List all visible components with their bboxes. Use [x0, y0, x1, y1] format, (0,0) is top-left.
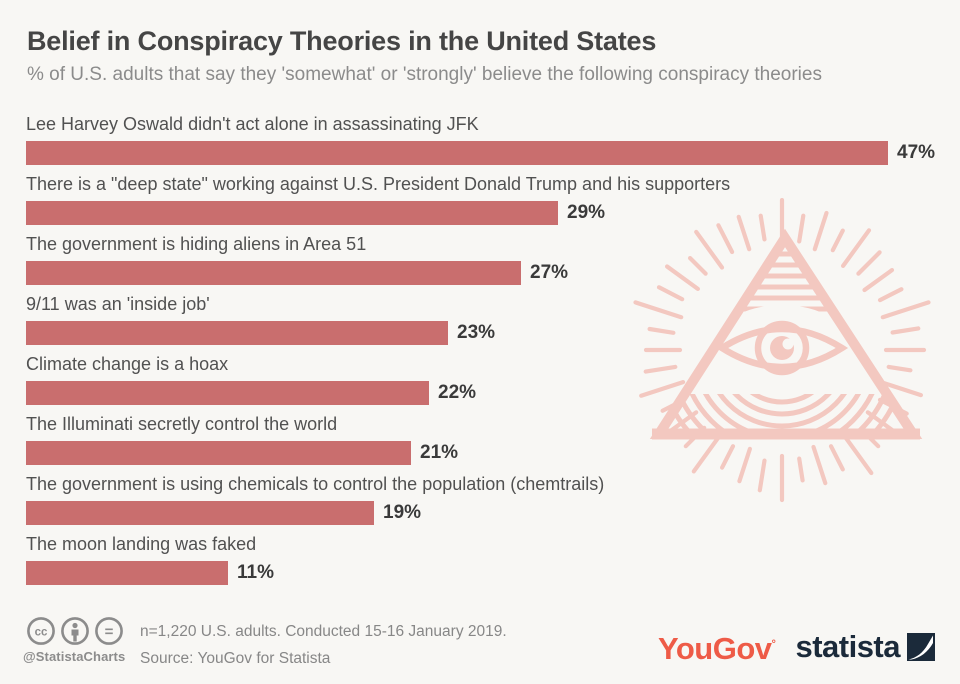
- bar-value: 47%: [897, 142, 936, 163]
- bar: [26, 261, 521, 285]
- bar: [26, 201, 558, 225]
- bar: [26, 561, 228, 585]
- page-title: Belief in Conspiracy Theories in the Uni…: [27, 26, 657, 56]
- eye-pupil-notch: [782, 338, 794, 350]
- bar-row: The government is hiding aliens in Area …: [26, 232, 936, 292]
- bar-label: There is a "deep state" working against …: [26, 174, 731, 194]
- bar: [26, 441, 411, 465]
- statista-swoosh-icon: [907, 633, 935, 661]
- bar: [26, 501, 374, 525]
- bar-row: Climate change is a hoax 22%: [26, 352, 936, 412]
- bar-label: The moon landing was faked: [26, 534, 257, 554]
- sample-note: n=1,220 U.S. adults. Conducted 15-16 Jan…: [140, 623, 507, 640]
- bar-value: 29%: [567, 202, 606, 223]
- bar-value: 19%: [383, 502, 422, 523]
- bar-value: 11%: [237, 562, 274, 583]
- bar-value: 21%: [420, 442, 459, 463]
- license-icons: cc =: [26, 616, 126, 652]
- bar-chart: Lee Harvey Oswald didn't act alone in as…: [26, 112, 936, 592]
- yougov-reg-mark: °: [771, 638, 776, 651]
- bar-row: There is a "deep state" working against …: [26, 172, 936, 232]
- bar-value: 23%: [457, 322, 496, 343]
- footer-notes: n=1,220 U.S. adults. Conducted 15-16 Jan…: [140, 618, 507, 672]
- all-seeing-eye-illustration: [633, 198, 931, 503]
- pyramid-arcs: [659, 394, 909, 434]
- cc-icon: [27, 617, 55, 645]
- bar: [26, 321, 448, 345]
- page-subtitle: % of U.S. adults that say they 'somewhat…: [27, 64, 822, 85]
- bar-value: 22%: [438, 382, 477, 403]
- bar-label: 9/11 was an 'inside job': [26, 294, 210, 314]
- bar-row: The government is using chemicals to con…: [26, 472, 936, 532]
- yougov-logo: YouGov°: [658, 631, 776, 666]
- bar-row: Lee Harvey Oswald didn't act alone in as…: [26, 112, 936, 172]
- bar-value: 27%: [530, 262, 569, 283]
- bar-row: 9/11 was an 'inside job' 23%: [26, 292, 936, 352]
- attribution-icon: [61, 617, 89, 645]
- statista-wordmark: statista: [795, 629, 900, 664]
- statista-charts-handle: @StatistaCharts: [23, 649, 126, 664]
- bar-label: Climate change is a hoax: [26, 354, 229, 374]
- source-note: Source: YouGov for Statista: [140, 650, 331, 667]
- eye-iris: [754, 320, 810, 376]
- svg-text:=: =: [105, 624, 114, 641]
- statista-logo: statista: [795, 629, 935, 665]
- equals-icon: [95, 617, 123, 645]
- bar: [26, 141, 888, 165]
- bar-row: The moon landing was faked 11%: [26, 532, 936, 592]
- bar-label: Lee Harvey Oswald didn't act alone in as…: [26, 114, 479, 134]
- svg-text:cc: cc: [35, 627, 48, 639]
- bar-label: The government is hiding aliens in Area …: [26, 234, 367, 254]
- bar-label: The government is using chemicals to con…: [26, 474, 605, 494]
- bar: [26, 381, 429, 405]
- bar-label: The Illuminati secretly control the worl…: [26, 414, 338, 434]
- bar-row: The Illuminati secretly control the worl…: [26, 412, 936, 472]
